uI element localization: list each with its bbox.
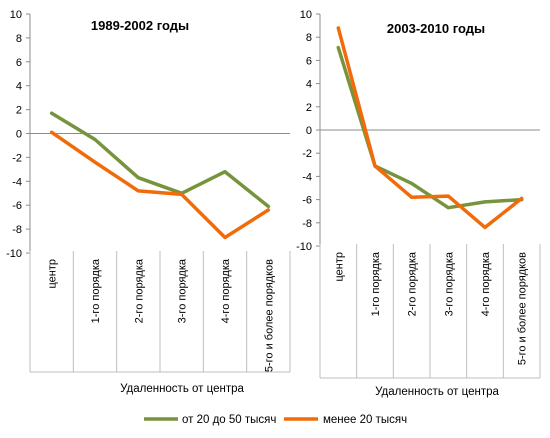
y-tick-label: -6	[302, 195, 312, 207]
y-tick-label: 10	[10, 9, 22, 21]
category-label: 5-го и более порядков	[517, 252, 529, 365]
y-tick-label: -10	[296, 241, 312, 253]
category-label: центр	[333, 252, 345, 282]
x-axis-label: Удаленность от центра	[375, 386, 499, 398]
category-label: 3-го порядка	[443, 251, 455, 316]
category-label: 1-го порядка	[90, 258, 102, 323]
category-label: центр	[47, 259, 59, 289]
category-label: 1-го порядка	[370, 251, 382, 316]
y-tick-label: 6	[16, 57, 22, 69]
y-tick-label: -4	[302, 171, 312, 183]
legend: от 20 до 50 тысяч менее 20 тысяч	[144, 414, 407, 426]
legend-label: от 20 до 50 тысяч	[182, 414, 276, 426]
y-tick-label: -6	[12, 200, 22, 212]
chart-title: 2003-2010 годы	[387, 21, 485, 36]
y-tick-label: 8	[306, 32, 312, 44]
y-tick-label: -8	[12, 224, 22, 236]
legend-label: менее 20 тысяч	[323, 414, 407, 426]
y-tick-label: 8	[16, 33, 22, 45]
y-tick-label: -8	[302, 218, 312, 230]
category-label: 4-го порядка	[220, 258, 232, 323]
y-tick-label: 4	[306, 79, 312, 91]
y-tick-label: -4	[12, 176, 22, 188]
y-tick-label: 10	[300, 9, 312, 21]
y-tick-label: -2	[12, 152, 22, 164]
category-label: 3-го порядка	[177, 258, 189, 323]
x-axis-label: Удаленность от центра	[120, 383, 244, 395]
series-line	[49, 111, 271, 209]
y-tick-label: -2	[302, 148, 312, 160]
chart-title: 1989-2002 годы	[91, 18, 189, 33]
y-tick-label: 0	[16, 129, 22, 141]
chart-1989-2002: 1989-2002 годы Удаленность от центра 10 8…	[6, 9, 291, 395]
category-label: 2-го порядка	[133, 258, 145, 323]
y-tick-label: 0	[306, 125, 312, 137]
category-label: 4-го порядка	[480, 251, 492, 316]
y-tick-label: -10	[6, 248, 22, 260]
category-label: 5-го и более порядков	[263, 259, 275, 372]
y-tick-label: 4	[16, 81, 22, 93]
series-line	[49, 130, 271, 240]
chart-2003-2010: 2003-2010 годы Удаленность от центра 10 8…	[296, 9, 541, 398]
y-tick-label: 2	[16, 105, 22, 117]
category-label: 2-го порядка	[407, 251, 419, 316]
y-tick-label: 2	[306, 102, 312, 114]
series-line	[336, 26, 524, 230]
y-tick-label: 6	[306, 55, 312, 67]
